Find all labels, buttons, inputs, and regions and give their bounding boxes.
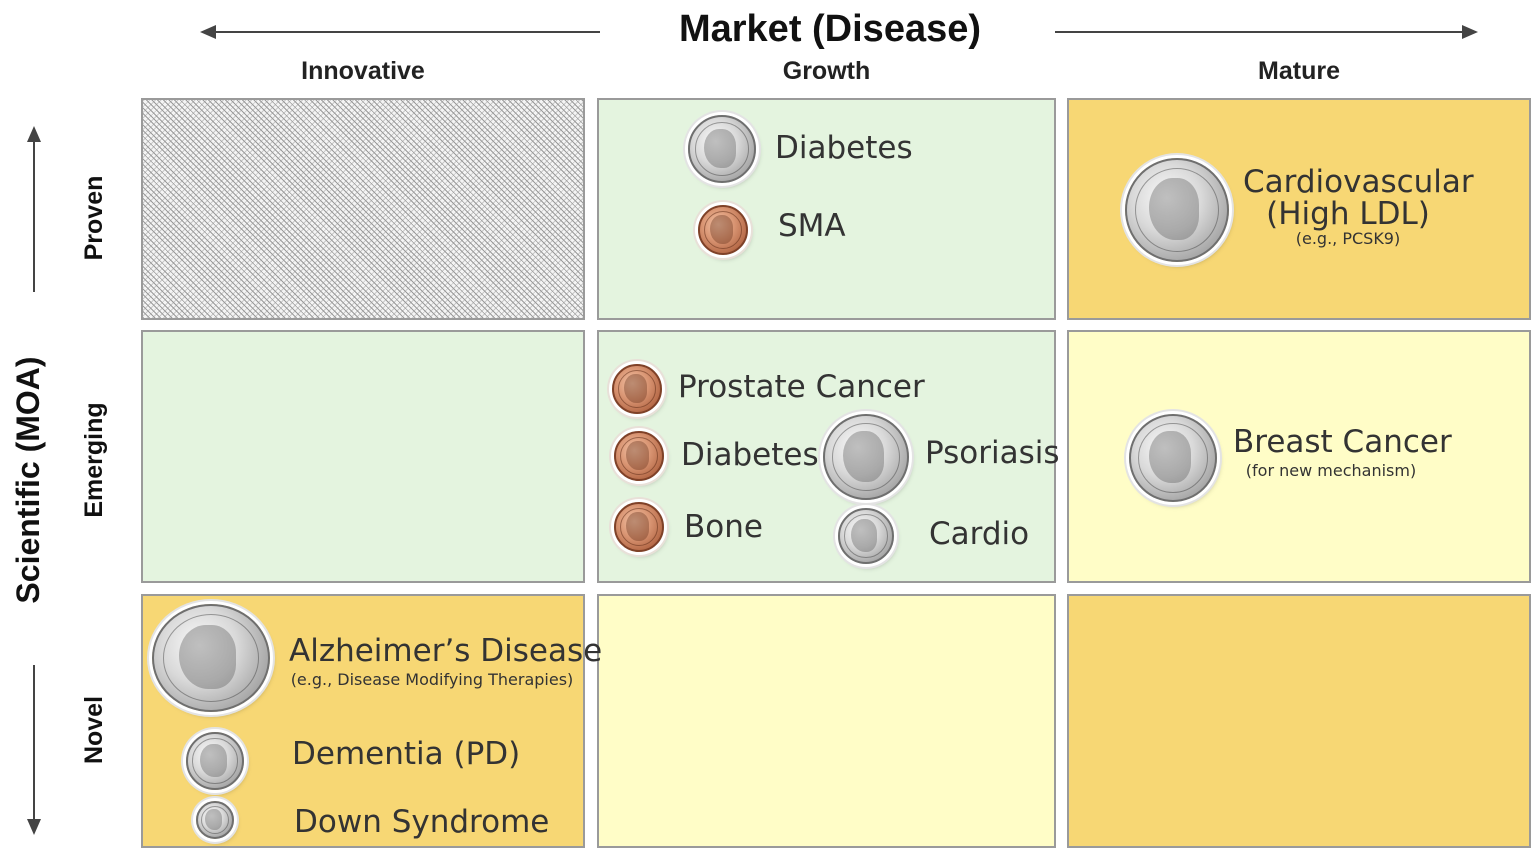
row-header-novel: Novel [80,695,108,765]
column-header-growth: Growth [782,57,871,85]
penny-coin-icon [614,431,664,481]
quarter-coin-icon [1125,158,1229,262]
cell-proven-mature [1067,98,1531,320]
item-label: Dementia (PD) [292,736,521,772]
left-arrow-icon [200,25,216,39]
scientific-axis-line-bottom [33,665,35,819]
half-dollar-coin-icon [152,604,270,712]
item-label: Prostate Cancer [678,369,925,405]
dime-coin-icon [186,732,244,790]
item-label: Diabetes [681,437,819,473]
penny-coin-icon [698,205,748,255]
cell-novel-mature [1067,594,1531,848]
nickel-coin-icon [196,801,234,839]
dime-coin-icon [823,414,909,500]
row-header-proven: Proven [80,175,108,261]
item-label: Cardio [929,516,1030,552]
dime-coin-icon [1129,414,1217,502]
scientific-axis-title: Scientific (MOA) [10,356,46,604]
item-label: Down Syndrome [294,804,550,840]
item-label: Psoriasis [925,435,1060,471]
item-label: Breast Cancer [1233,424,1452,460]
item-note: (for new mechanism) [1245,461,1417,480]
item-label: Alzheimer’s Disease [289,633,603,669]
dime-coin-icon [688,115,756,183]
item-note: (e.g., PCSK9) [1295,229,1401,248]
penny-coin-icon [614,502,664,552]
nickel-coin-icon [838,508,894,564]
column-header-mature: Mature [1258,57,1340,85]
item-label: Diabetes [775,130,913,166]
cell-novel-growth [597,594,1056,848]
cell-proven-innovative [141,98,585,320]
right-arrow-icon [1462,25,1478,39]
market-axis-title: Market (Disease) [678,8,982,50]
down-arrow-icon [27,819,41,835]
item-label: Bone [684,509,763,545]
cell-emerging-innovative [141,330,585,583]
market-axis-line-left [214,31,600,33]
item-note: (e.g., Disease Modifying Therapies) [290,670,574,689]
item-label: (High LDL) [1266,196,1430,232]
cell-proven-growth [597,98,1056,320]
market-axis-line-right [1055,31,1463,33]
item-label: Cardiovascular [1243,164,1474,200]
scientific-axis-line-top [33,140,35,292]
column-header-innovative: Innovative [301,57,425,85]
penny-coin-icon [612,364,662,414]
item-label: SMA [778,208,846,244]
up-arrow-icon [27,126,41,142]
row-header-emerging: Emerging [80,402,108,518]
